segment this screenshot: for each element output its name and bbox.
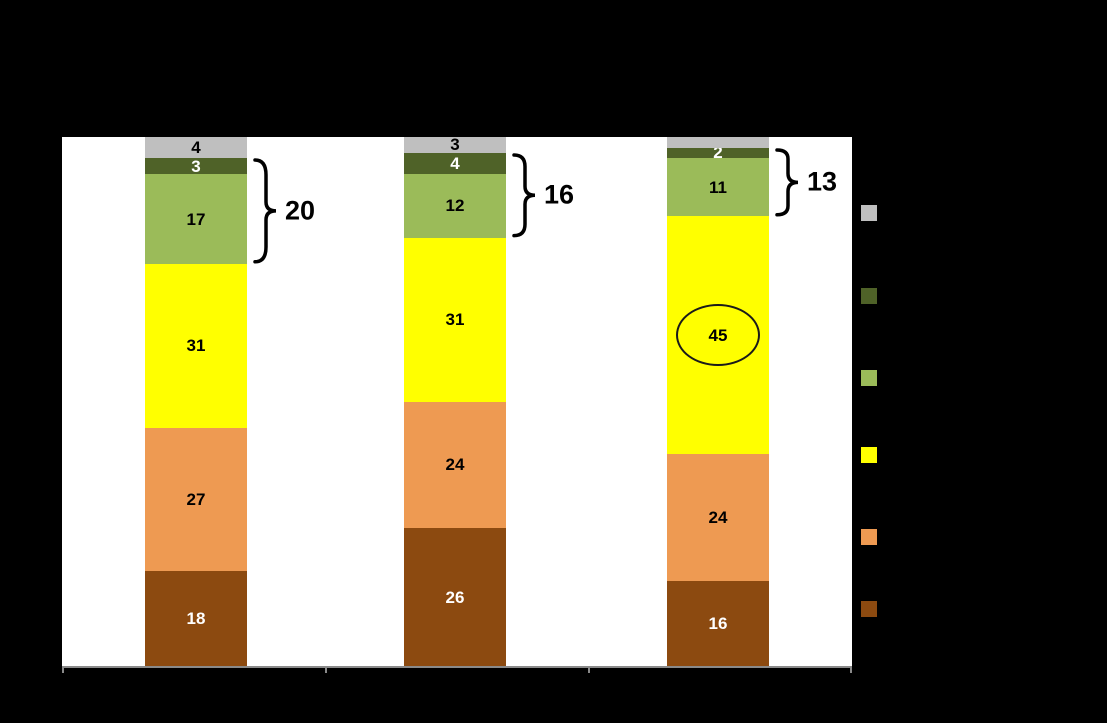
plot-area: 18 27 31 17 3 4 26 24 31 12 4 3 16 24 45 11 2 20 16 13	[62, 135, 852, 673]
bar-segment-brown: 26	[404, 528, 506, 666]
bar-segment-light-green: 11	[667, 158, 769, 217]
bar-segment-gray: 4	[145, 137, 247, 159]
bar-segment-orange: 24	[404, 401, 506, 529]
segment-value-label: 4	[450, 153, 460, 173]
segment-value-label: 3	[450, 135, 460, 155]
bracket-value-label: 16	[544, 179, 575, 210]
axis-tick	[325, 666, 327, 673]
bar-segment-orange: 24	[667, 454, 769, 582]
legend-swatch	[861, 601, 877, 617]
segment-value-label: 11	[709, 177, 727, 197]
curly-brace-icon	[775, 147, 799, 217]
segment-value-label: 27	[186, 489, 206, 509]
axis-tick	[62, 666, 64, 673]
segment-value-label: 24	[708, 508, 728, 528]
segment-value-label: 12	[445, 196, 465, 216]
bracket-value-label: 20	[285, 195, 316, 226]
bracket-annotation	[774, 147, 802, 217]
curly-brace-icon	[512, 153, 536, 238]
segment-value-label: 24	[445, 455, 465, 475]
bar-segment-gray: 3	[404, 135, 506, 155]
curly-brace-icon	[253, 158, 277, 264]
bracket-value-label: 13	[807, 166, 838, 197]
segment-value-label: 31	[186, 336, 206, 356]
bar-segment-dark-green: 2	[667, 144, 769, 161]
bar-segment-yellow: 31	[404, 237, 506, 402]
bar-segment-brown: 16	[667, 581, 769, 666]
legend-swatch	[861, 447, 877, 463]
stacked-bar: 26 24 31 12 4 3	[404, 135, 506, 666]
bar-segment-orange: 27	[145, 427, 247, 571]
segment-value-label: 3	[191, 156, 201, 176]
bar-segment-brown: 18	[145, 570, 247, 666]
segment-value-label: 4	[191, 138, 201, 158]
legend-swatch	[861, 205, 877, 221]
segment-value-label: 18	[186, 608, 206, 628]
bar-segment-yellow: 31	[145, 263, 247, 428]
segment-value-label: 31	[445, 310, 465, 330]
legend-swatch	[861, 288, 877, 304]
bracket-annotation	[252, 158, 280, 264]
stacked-bar: 16 24 45 11 2	[667, 137, 769, 666]
bar-segment-light-green: 12	[404, 174, 506, 238]
segment-value-label: 26	[445, 587, 465, 607]
axis-tick	[588, 666, 590, 673]
axis-tick	[850, 666, 852, 673]
segment-value-label: 2	[713, 143, 723, 163]
circle-annotation	[676, 304, 760, 367]
segment-value-label: 17	[186, 209, 206, 229]
bracket-annotation	[511, 153, 539, 238]
stacked-bar: 18 27 31 17 3 4	[145, 137, 247, 666]
legend-swatch	[861, 529, 877, 545]
bar-segment-gray	[667, 137, 769, 148]
bar-segment-light-green: 17	[145, 174, 247, 264]
bar-segment-dark-green: 4	[404, 152, 506, 175]
bar-segment-dark-green: 3	[145, 156, 247, 176]
legend-swatch	[861, 370, 877, 386]
segment-value-label: 16	[708, 614, 728, 634]
